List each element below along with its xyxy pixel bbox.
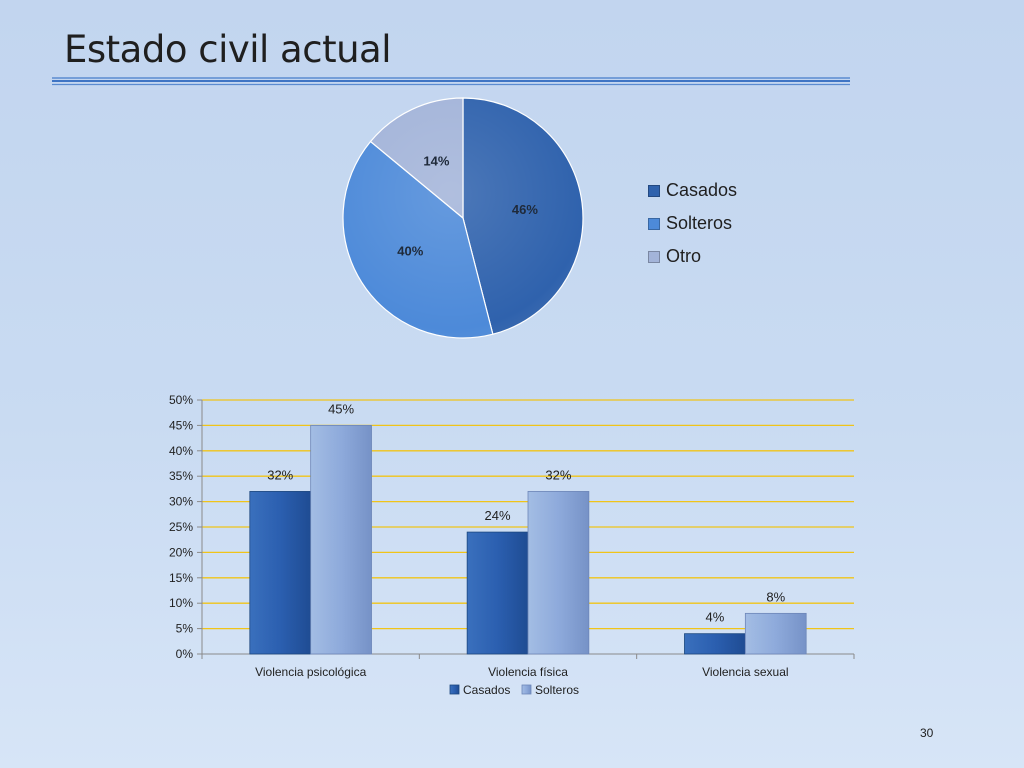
- bar-value-label: 24%: [485, 508, 511, 523]
- y-tick-label: 20%: [169, 545, 193, 559]
- legend-item-casados: Casados: [648, 174, 737, 207]
- legend-swatch-casados: [648, 184, 660, 197]
- bar-solteros: [744, 612, 807, 655]
- bar-value-label: 4%: [706, 610, 725, 625]
- bar-casados: [466, 531, 529, 655]
- legend-swatch-otro: [648, 250, 660, 263]
- legend-label-solteros: Solteros: [535, 683, 579, 697]
- legend-swatch-solteros: [648, 217, 660, 230]
- title-underline: [52, 77, 850, 86]
- bar-value-label: 8%: [766, 589, 785, 604]
- x-category-label: Violencia psicológica: [255, 665, 367, 679]
- y-tick-label: 40%: [169, 444, 193, 458]
- y-tick-label: 5%: [176, 622, 194, 636]
- y-tick-label: 10%: [169, 596, 193, 610]
- y-tick-label: 35%: [169, 469, 193, 483]
- y-tick-label: 15%: [169, 571, 193, 585]
- y-tick-label: 50%: [169, 393, 193, 407]
- y-tick-label: 45%: [169, 418, 193, 432]
- pie-label-otro: 14%: [423, 154, 449, 169]
- pie-legend: Casados Solteros Otro: [648, 174, 737, 273]
- bar-value-label: 32%: [267, 467, 293, 482]
- slide-title: Estado civil actual: [64, 28, 392, 71]
- y-tick-label: 0%: [176, 647, 194, 661]
- bar-casados: [249, 491, 312, 655]
- x-category-label: Violencia sexual: [702, 665, 789, 679]
- bar-value-label: 45%: [328, 401, 354, 416]
- legend-label-casados: Casados: [666, 180, 738, 200]
- pie-label-solteros: 40%: [397, 243, 423, 258]
- legend-label-otro: Otro: [666, 246, 702, 266]
- legend-item-solteros: Solteros: [648, 207, 737, 240]
- legend-label-casados: Casados: [463, 683, 510, 697]
- y-tick-label: 25%: [169, 520, 193, 534]
- y-tick-label: 30%: [169, 495, 193, 509]
- legend-item-otro: Otro: [648, 240, 737, 273]
- bar-value-label: 32%: [545, 467, 571, 482]
- x-category-label: Violencia física: [488, 665, 568, 679]
- bar-chart: 0% 5% 10% 15% 20% 25% 30% 35% 40% 45% 50% Violencia…: [150, 388, 870, 718]
- bar-solteros: [310, 425, 372, 655]
- bar-solteros: [527, 491, 590, 655]
- pie-label-casados: 46%: [512, 202, 538, 217]
- pie-chart: 46% 40% 14%: [330, 88, 600, 350]
- page-number: 30: [920, 726, 934, 740]
- legend-swatch-solteros: [521, 684, 532, 695]
- legend-label-solteros: Solteros: [666, 213, 733, 233]
- bar-casados: [684, 633, 746, 655]
- legend-swatch-casados: [449, 684, 460, 695]
